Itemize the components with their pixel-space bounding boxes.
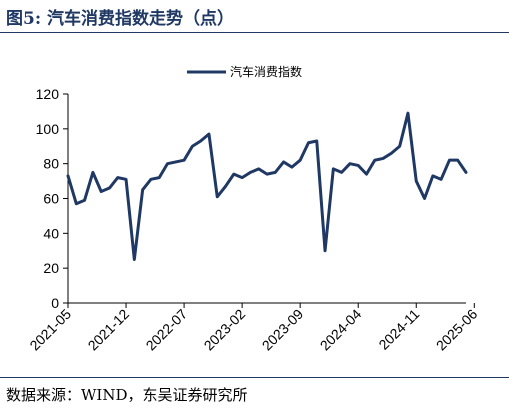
x-tick-label: 2023-09 — [259, 306, 307, 354]
title-rule — [0, 32, 509, 33]
y-axis-ticks: 0 20 40 60 80 100 120 — [36, 86, 68, 311]
x-tick-label: 2021-05 — [26, 306, 74, 354]
x-tick-label: 2023-02 — [201, 306, 249, 354]
y-tick-label: 0 — [51, 295, 59, 311]
x-tick-label: 2025-06 — [433, 306, 481, 354]
x-tick-label: 2022-07 — [143, 306, 191, 354]
series-line — [66, 111, 468, 261]
source-rule — [0, 377, 509, 378]
legend-label: 汽车消费指数 — [230, 64, 302, 79]
y-tick-label: 100 — [36, 121, 60, 137]
y-tick-label: 20 — [43, 260, 59, 276]
y-tick-label: 40 — [43, 225, 59, 241]
x-tick-label: 2024-11 — [375, 306, 422, 353]
y-tick-label: 80 — [43, 156, 59, 172]
legend: 汽车消费指数 — [187, 64, 302, 79]
y-tick-label: 60 — [43, 191, 59, 207]
x-tick-label: 2024-04 — [317, 306, 365, 354]
source-note: 数据来源：WIND，东吴证券研究所 — [6, 386, 248, 404]
x-axis-ticks: 2021-05 2021-12 2022-07 2023-02 2023-09 2024-… — [26, 303, 481, 354]
y-tick-label: 120 — [36, 86, 60, 102]
figure-title: 图5: 汽车消费指数走势（点） — [6, 9, 235, 29]
x-tick-label: 2021-12 — [85, 306, 133, 354]
